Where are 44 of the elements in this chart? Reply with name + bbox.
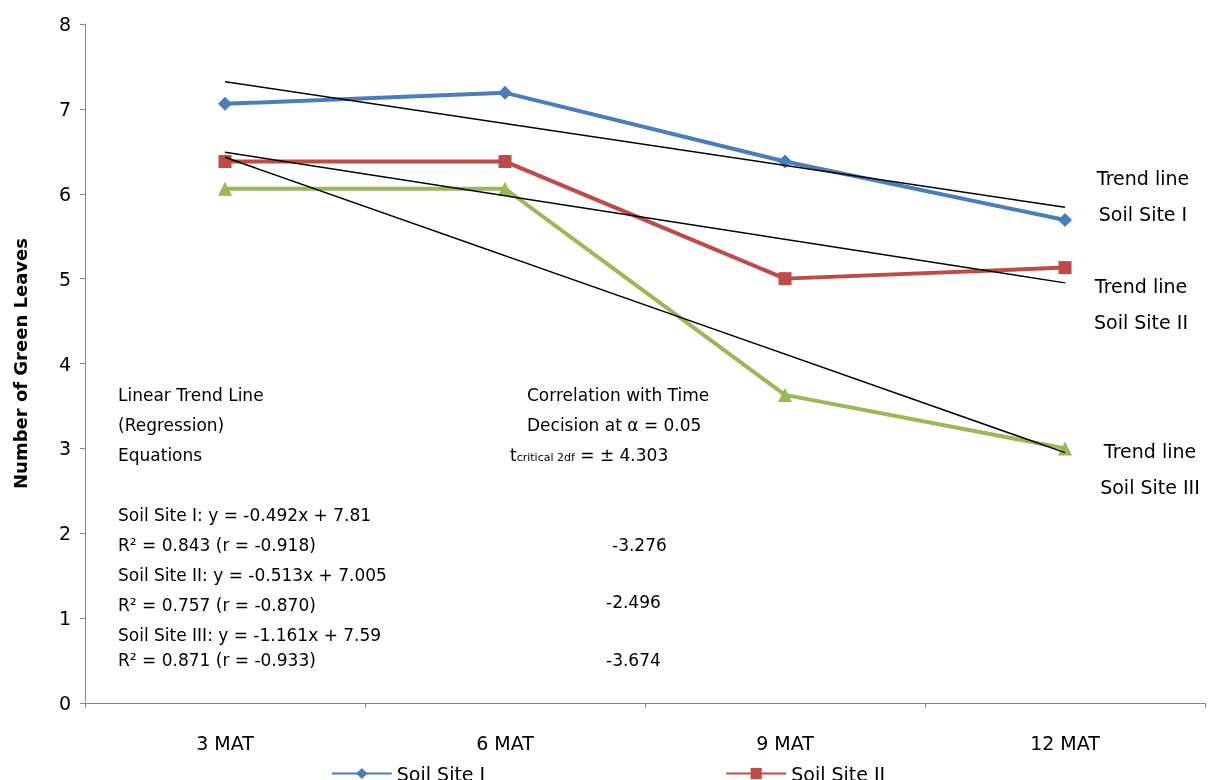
annotation: R² = 0.843 (r = -0.918) <box>118 534 316 555</box>
legend-label: Soil Site II <box>791 762 886 780</box>
annotation: R² = 0.871 (r = -0.933) <box>118 649 316 670</box>
annotation: Trend line Soil Site III <box>1100 440 1200 498</box>
y-tick-label: 0 <box>58 692 71 714</box>
x-tick-label: 6 MAT <box>476 731 535 754</box>
point <box>218 155 232 168</box>
point <box>218 181 232 196</box>
y-tick-label: 3 <box>58 437 71 460</box>
annotation: Decision at α = 0.05 <box>527 414 702 435</box>
y-tick-label: 2 <box>58 522 71 545</box>
annotation: Trend line Soil Site I <box>1095 167 1190 225</box>
y-axis-title: Number of Green Leaves <box>9 238 31 489</box>
legend-label: Soil Site I <box>396 762 486 780</box>
x-tick-label: 12 MAT <box>1030 731 1101 754</box>
y-tick-label: 6 <box>58 182 71 205</box>
point <box>498 155 512 168</box>
point <box>778 387 792 402</box>
point <box>218 96 232 111</box>
y-tick-label: 8 <box>58 13 71 35</box>
y-tick-label: 4 <box>58 352 71 375</box>
point <box>498 85 512 100</box>
point <box>778 272 792 286</box>
annotation: -3.276 <box>612 534 667 555</box>
y-tick-label: 5 <box>58 267 71 290</box>
y-tick-label: 1 <box>58 607 71 630</box>
annotation: Soil Site II: y = -0.513x + 7.005 <box>118 564 387 585</box>
annotation: -3.674 <box>606 649 661 670</box>
point <box>1058 213 1072 228</box>
annotation: Trend line Soil Site II <box>1093 275 1189 333</box>
y-tick-label: 7 <box>58 97 71 120</box>
annotation: Soil Site I: y = -0.492x + 7.81 <box>118 504 372 525</box>
annotation: Soil Site III: y = -1.161x + 7.59 <box>118 624 382 645</box>
annotation: Correlation with Time <box>527 384 710 405</box>
x-tick-label: 9 MAT <box>756 731 815 754</box>
annotation: Linear Trend Line <box>118 384 264 405</box>
annotation: R² = 0.757 (r = -0.870) <box>118 594 316 615</box>
annotation: Equations <box>118 444 203 465</box>
point <box>1058 261 1072 275</box>
annotation: -2.496 <box>606 591 661 612</box>
point <box>1058 441 1072 456</box>
annotation: (Regression) <box>118 414 225 435</box>
annotation: tcritical 2df = ± 4.303 <box>510 444 669 465</box>
x-tick-label: 3 MAT <box>196 731 255 754</box>
